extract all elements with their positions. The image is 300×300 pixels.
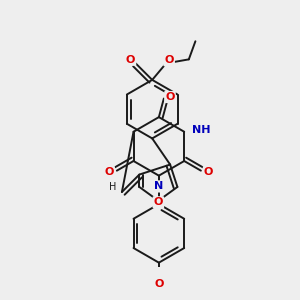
Text: N: N xyxy=(154,182,164,191)
Text: NH: NH xyxy=(192,125,210,135)
Text: O: O xyxy=(204,167,213,177)
Text: O: O xyxy=(104,167,114,177)
Text: O: O xyxy=(165,92,175,102)
Text: H: H xyxy=(109,182,116,192)
Text: O: O xyxy=(154,279,164,289)
Text: O: O xyxy=(126,55,135,65)
Text: O: O xyxy=(154,197,163,207)
Text: O: O xyxy=(164,55,174,65)
